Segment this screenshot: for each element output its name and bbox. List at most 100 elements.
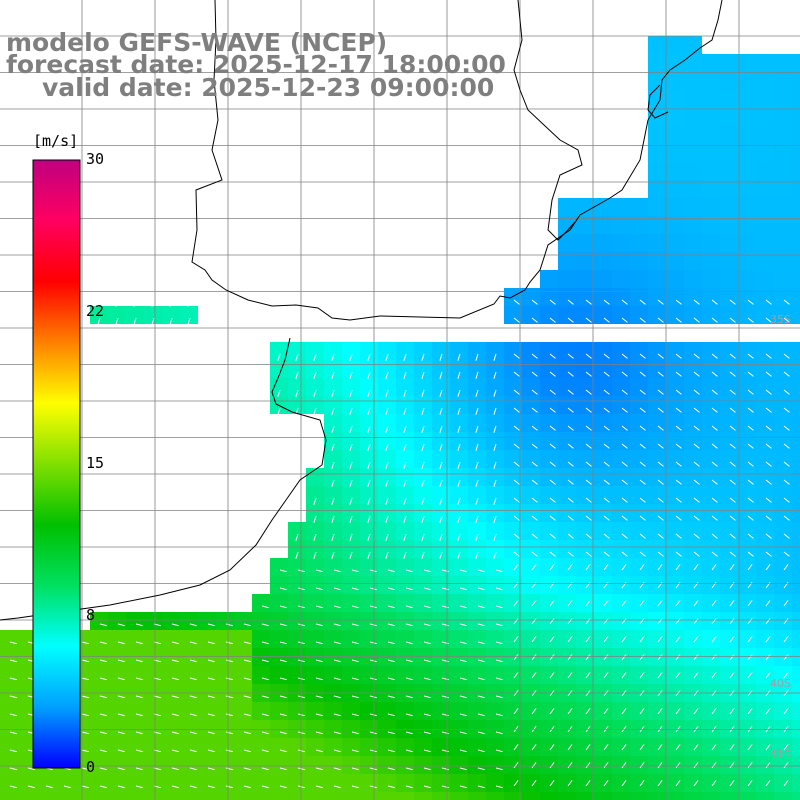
wind-arrow: [349, 425, 353, 433]
wind-cell: [756, 630, 774, 648]
wind-arrow: [243, 767, 251, 771]
wind-cell: [612, 774, 630, 792]
wind-arrow: [549, 654, 555, 661]
wind-arrow: [639, 654, 645, 661]
wind-cell: [342, 558, 360, 576]
wind-arrow: [9, 713, 17, 717]
wind-cell: [648, 702, 666, 720]
wind-cell: [576, 594, 594, 612]
wind-cell: [540, 774, 558, 792]
wind-cell: [360, 504, 378, 522]
wind-cell: [684, 612, 702, 630]
wind-cell: [594, 414, 612, 432]
wind-cell: [756, 666, 774, 684]
wind-cell: [306, 720, 324, 738]
wind-cell: [306, 666, 324, 684]
wind-cell: [306, 648, 324, 666]
coastline-small-bay: [647, 84, 669, 119]
wind-cell: [774, 504, 792, 522]
wind-cell: [648, 450, 666, 468]
wind-cell: [648, 432, 666, 450]
wind-arrow: [621, 618, 627, 625]
wind-cell: [522, 414, 540, 432]
wind-cell: [684, 36, 702, 54]
wind-arrow: [729, 353, 736, 359]
wind-cell: [684, 414, 702, 432]
wind-arrow: [369, 731, 377, 735]
wind-cell: [378, 522, 396, 540]
wind-cell: [792, 270, 800, 288]
wind-arrow: [765, 299, 772, 305]
wind-cell: [576, 576, 594, 594]
wind-arrow: [675, 425, 682, 431]
wind-arrow: [657, 636, 663, 643]
wind-cell: [468, 486, 486, 504]
wind-arrow: [421, 515, 425, 523]
wind-cell: [756, 396, 774, 414]
wind-cell: [792, 774, 800, 792]
wind-cell: [396, 396, 414, 414]
wind-cell: [738, 180, 756, 198]
wind-arrow: [459, 695, 467, 699]
wind-cell: [684, 630, 702, 648]
wind-arrow: [27, 767, 35, 771]
wind-cell: [594, 306, 612, 324]
wind-cell: [738, 486, 756, 504]
wind-cell: [522, 648, 540, 666]
wind-arrow: [585, 654, 591, 661]
wind-arrow: [549, 780, 555, 787]
wind-arrow: [457, 389, 461, 397]
wind-cell: [306, 558, 324, 576]
wind-arrow: [403, 497, 407, 505]
wind-arrow: [459, 605, 467, 609]
wind-cell: [576, 360, 594, 378]
wind-cell: [612, 450, 630, 468]
wind-cell: [792, 522, 800, 540]
wind-cell: [396, 576, 414, 594]
wind-cell: [576, 306, 594, 324]
wind-cell: [468, 594, 486, 612]
wind-arrow: [729, 407, 736, 413]
wind-arrow: [225, 731, 233, 735]
wind-arrow: [657, 443, 664, 449]
wind-arrow: [475, 497, 479, 505]
wind-arrow: [385, 425, 389, 433]
wind-cell: [432, 396, 450, 414]
wind-cell: [666, 432, 684, 450]
wind-arrow: [585, 533, 592, 539]
wind-cell: [108, 738, 126, 756]
wind-cell: [216, 630, 234, 648]
wind-cell: [558, 306, 576, 324]
wind-cell: [558, 396, 576, 414]
wind-cell: [720, 792, 738, 800]
wind-cell: [558, 450, 576, 468]
wind-arrow: [711, 479, 718, 485]
wind-cell: [540, 522, 558, 540]
wind-arrow: [207, 713, 215, 717]
wind-cell: [216, 774, 234, 792]
wind-arrow: [567, 497, 574, 503]
wind-arrow: [349, 515, 353, 523]
wind-arrow: [675, 672, 681, 679]
wind-cell: [198, 738, 216, 756]
wind-cell: [648, 234, 666, 252]
wind-cell: [774, 738, 792, 756]
wind-arrow: [513, 425, 520, 431]
wind-cell: [738, 162, 756, 180]
wind-arrow: [711, 551, 718, 557]
wind-cell: [774, 396, 792, 414]
wind-arrow: [693, 564, 699, 571]
wind-cell: [450, 612, 468, 630]
wind-cell: [504, 648, 522, 666]
wind-arrow: [457, 551, 461, 559]
wind-arrow: [477, 677, 485, 681]
wind-cell: [432, 594, 450, 612]
wind-arrow: [315, 569, 323, 573]
wind-cell: [540, 612, 558, 630]
wind-cell: [666, 72, 684, 90]
wind-cell: [648, 126, 666, 144]
wind-cell: [396, 432, 414, 450]
wind-arrow: [369, 641, 377, 645]
wind-cell: [594, 666, 612, 684]
wind-arrow: [621, 425, 628, 431]
